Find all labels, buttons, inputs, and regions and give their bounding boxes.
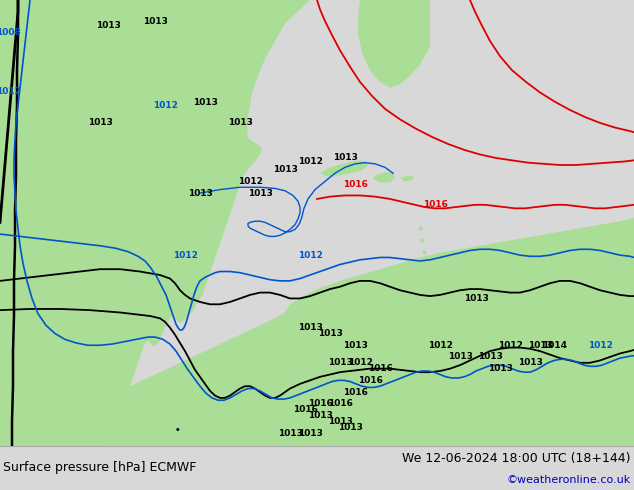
Text: 1013: 1013 (278, 429, 302, 438)
Text: 1016: 1016 (307, 399, 332, 408)
Text: 1014: 1014 (543, 341, 567, 350)
Text: 1013: 1013 (328, 358, 353, 368)
Text: ©weatheronline.co.uk: ©weatheronline.co.uk (507, 475, 631, 485)
Text: •: • (175, 426, 181, 435)
Text: We 12-06-2024 18:00 UTC (18+144): We 12-06-2024 18:00 UTC (18+144) (403, 452, 631, 465)
Text: 1013: 1013 (477, 352, 502, 362)
Text: 1013: 1013 (273, 165, 297, 174)
Polygon shape (358, 0, 430, 88)
Text: 1016: 1016 (423, 200, 448, 209)
Text: 1013: 1013 (333, 153, 358, 163)
Text: 1016: 1016 (342, 388, 368, 396)
Text: 1012: 1012 (238, 177, 262, 186)
Text: 1012: 1012 (297, 157, 323, 166)
Text: 1013: 1013 (328, 417, 353, 426)
Text: 1016: 1016 (328, 399, 353, 408)
Text: 1012: 1012 (347, 358, 372, 368)
Polygon shape (320, 160, 368, 177)
Polygon shape (373, 172, 395, 183)
Text: 1016: 1016 (368, 364, 392, 373)
Text: 1013: 1013 (297, 323, 323, 332)
Text: 1013: 1013 (228, 119, 252, 127)
Polygon shape (0, 218, 634, 446)
Text: 1013: 1013 (463, 294, 488, 303)
Text: Surface pressure [hPa] ECMWF: Surface pressure [hPa] ECMWF (3, 462, 197, 474)
Text: 1016: 1016 (342, 180, 368, 190)
Polygon shape (400, 175, 414, 181)
Text: 1013: 1013 (448, 352, 472, 362)
Text: 1012: 1012 (297, 250, 323, 260)
Text: 1013: 1013 (342, 341, 368, 350)
Text: 1012: 1012 (427, 341, 453, 350)
Text: 1012: 1012 (0, 87, 20, 96)
Text: 1013: 1013 (188, 189, 212, 197)
Text: 1013: 1013 (87, 119, 112, 127)
Text: 1013: 1013 (297, 429, 323, 438)
Text: 1013: 1013 (318, 329, 342, 338)
Text: 1013: 1013 (96, 21, 120, 30)
Text: 1008: 1008 (0, 28, 20, 37)
Text: 1013: 1013 (143, 17, 167, 25)
Text: 1016: 1016 (358, 376, 382, 385)
Text: 1013: 1013 (307, 411, 332, 420)
Text: 1012: 1012 (588, 341, 612, 350)
Text: 1013: 1013 (247, 189, 273, 197)
Text: 1013: 1013 (527, 341, 552, 350)
Text: 1016: 1016 (292, 405, 318, 414)
Text: 1013: 1013 (337, 423, 363, 432)
Text: 1012: 1012 (153, 101, 178, 110)
Text: 1013: 1013 (193, 98, 217, 107)
Text: 1013: 1013 (517, 358, 543, 368)
Text: 1012: 1012 (498, 341, 522, 350)
Text: 1012: 1012 (172, 250, 197, 260)
Text: 1013: 1013 (488, 364, 512, 373)
Polygon shape (0, 0, 310, 446)
